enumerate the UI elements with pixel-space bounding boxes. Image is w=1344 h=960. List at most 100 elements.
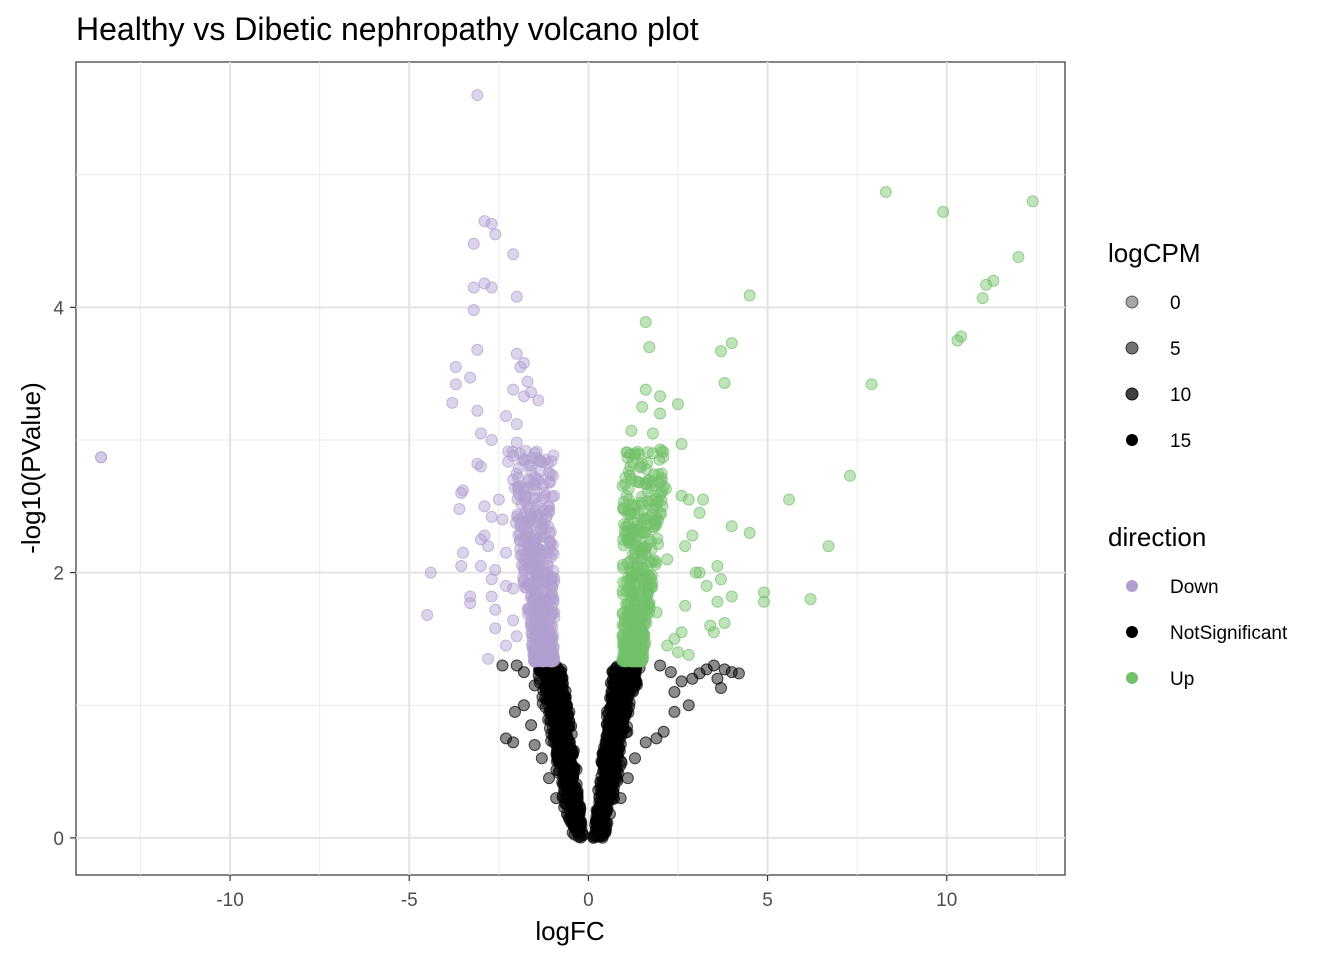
point-up xyxy=(693,506,706,519)
point-up xyxy=(672,398,684,411)
point-notsignificant xyxy=(664,666,677,679)
data-point xyxy=(617,495,630,508)
point-down xyxy=(464,371,477,384)
point-down xyxy=(489,228,502,241)
y-tick-label: 0 xyxy=(53,829,64,850)
point-up xyxy=(865,378,878,391)
point-up xyxy=(679,599,692,612)
legend-size-label-5: 5 xyxy=(1170,339,1181,360)
chart-title: Healthy vs Dibetic nephropathy volcano p… xyxy=(76,11,699,47)
point-up xyxy=(718,376,731,389)
point-down xyxy=(517,484,530,497)
data-point xyxy=(538,606,551,619)
point-up xyxy=(707,626,720,639)
point-down xyxy=(455,559,468,572)
point-down xyxy=(543,526,555,539)
point-notsignificant xyxy=(550,792,563,805)
point-up xyxy=(629,447,641,460)
point-down xyxy=(510,436,523,449)
legend-size-key-15 xyxy=(1126,434,1138,446)
point-notsignificant xyxy=(629,752,641,765)
point-up xyxy=(686,529,699,542)
data-point xyxy=(566,789,579,802)
point-up xyxy=(636,400,649,413)
point-notsignificant xyxy=(614,792,627,805)
point-notsignificant xyxy=(654,659,667,672)
point-down xyxy=(467,281,480,294)
point-up xyxy=(1012,250,1025,263)
data-point xyxy=(525,576,538,589)
point-up xyxy=(743,526,756,539)
legend-logcpm: logCPM 0 5 10 15 xyxy=(1108,238,1200,452)
x-axis-title: logFC xyxy=(535,916,604,946)
point-up xyxy=(625,424,638,437)
point-up xyxy=(650,606,663,619)
point-down xyxy=(514,361,527,374)
point-up xyxy=(844,469,856,482)
point-down xyxy=(510,290,523,303)
legend-color-key-up xyxy=(1126,672,1138,684)
point-down xyxy=(539,453,552,466)
data-point xyxy=(608,698,621,711)
point-up xyxy=(654,390,667,403)
point-down xyxy=(500,410,512,423)
data-point xyxy=(615,684,628,697)
point-down xyxy=(517,553,530,566)
legend-size-title: logCPM xyxy=(1108,238,1200,268)
point-up xyxy=(1026,195,1039,208)
data-point xyxy=(621,532,634,545)
point-down xyxy=(496,513,509,526)
point-down xyxy=(525,619,538,632)
y-tick-label: 4 xyxy=(53,298,64,319)
point-up xyxy=(693,566,706,579)
point-down xyxy=(507,614,520,627)
data-point xyxy=(546,490,559,503)
legend-size-label-15: 15 xyxy=(1170,431,1191,452)
data-point xyxy=(623,607,636,620)
point-down xyxy=(489,622,502,635)
point-down xyxy=(485,573,498,586)
grid-lines xyxy=(76,62,1065,875)
x-tick-label: 10 xyxy=(936,890,957,911)
point-down xyxy=(467,304,480,317)
legend-direction: direction Down NotSignificant Up xyxy=(1108,522,1288,690)
point-notsignificant xyxy=(715,681,727,694)
data-point xyxy=(529,491,542,504)
point-up xyxy=(679,540,692,553)
data-point xyxy=(605,760,618,773)
point-notsignificant xyxy=(517,699,530,712)
point-down xyxy=(464,597,477,610)
x-tick-label: -5 xyxy=(401,890,418,911)
legend-color-key-down xyxy=(1126,580,1138,592)
legend-size-key-10 xyxy=(1125,387,1139,401)
data-point xyxy=(551,704,564,717)
legend-size-key-0 xyxy=(1125,295,1139,309)
point-up xyxy=(725,590,738,603)
point-up xyxy=(758,595,770,608)
point-up xyxy=(643,473,656,486)
data-point xyxy=(641,559,654,572)
point-up xyxy=(976,292,989,305)
point-up xyxy=(804,593,817,606)
point-down xyxy=(453,502,466,515)
data-point xyxy=(603,712,616,725)
point-down xyxy=(474,559,487,572)
point-notsignificant xyxy=(621,772,634,785)
data-point xyxy=(566,748,579,761)
point-up xyxy=(700,579,713,592)
data-point xyxy=(597,748,610,761)
point-up xyxy=(715,573,727,586)
point-down xyxy=(485,590,498,603)
data-point xyxy=(559,768,572,781)
point-down xyxy=(485,510,498,523)
point-up xyxy=(682,648,695,661)
point-up xyxy=(718,617,731,630)
point-down xyxy=(474,460,487,473)
x-tick-label: -10 xyxy=(216,890,243,911)
legend-size-label-0: 0 xyxy=(1170,293,1181,314)
data-points xyxy=(95,89,1039,844)
point-down xyxy=(510,630,523,643)
point-up xyxy=(783,493,796,506)
point-up xyxy=(646,447,659,460)
data-point xyxy=(547,736,560,749)
